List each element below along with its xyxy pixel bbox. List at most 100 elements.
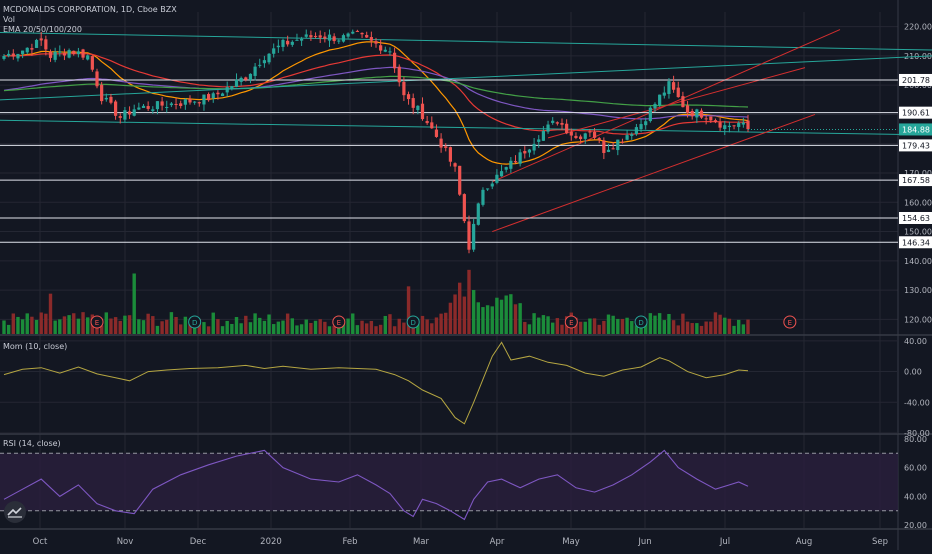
candle-body [639,124,643,130]
event-marker-label: D [192,319,197,327]
candle-body [732,125,736,127]
candle-body [369,37,373,41]
candle-body [90,56,94,70]
level-badge [899,139,932,152]
candle-body [48,51,53,58]
candle-body [620,141,625,143]
candle-body [685,105,690,113]
volume-bar [644,321,648,334]
event-marker-label: D [638,319,643,327]
volume-bar [141,320,146,334]
candle-body [230,86,234,90]
volume-bar [323,321,327,334]
x-axis-tick-label: May [562,537,580,547]
ema-50-line [3,52,749,135]
volume-bar [318,319,322,334]
volume-bar [276,321,281,334]
candle-body [34,39,39,48]
candle-body [513,161,518,163]
volume-bar [20,319,25,334]
dividend-marker-icon [634,315,648,329]
volume-bar [202,322,206,334]
volume-bar [225,320,229,334]
candle-body [676,87,680,98]
x-axis-tick-label: Jul [719,537,730,547]
candle-body [504,167,508,170]
volume-bar [485,305,490,334]
volume-bar [290,318,294,334]
volume-bar [676,325,680,334]
volume-bar [434,317,439,334]
candle-body [597,138,601,141]
volume-bar [299,324,304,334]
trend-line [0,31,932,51]
candle-body [481,189,485,205]
candle-body [155,101,160,110]
candle-body [560,123,564,125]
volume-bar [248,322,253,334]
rsi-band [0,453,898,511]
volume-bar [746,319,750,334]
volume-bar [718,314,722,334]
candle-body [611,148,615,150]
candle-body [72,50,76,54]
rsi-line [3,449,749,521]
candle-body [207,94,211,101]
candle-body [630,134,634,136]
x-axis-tick-label: Nov [117,537,134,547]
y-axis-tick-label: 220.00 [904,23,932,32]
y-axis-tick-label: 130.00 [904,286,932,295]
volume-bar [341,319,346,334]
volume-bar [537,317,541,334]
candle-body [300,38,304,41]
candle-body [202,94,206,105]
x-axis-tick-label: Jun [637,537,651,547]
volume-bar [86,317,90,334]
candle-body [695,109,699,118]
volume-bar [518,303,522,334]
candle-body [262,60,266,64]
rsi-y-tick-label: 80.00 [904,435,927,444]
volume-bar [183,316,188,334]
y-axis-tick-label: 120.00 [904,315,932,324]
candle-body [137,107,141,110]
candle-body [648,107,652,122]
candle-body [267,53,271,63]
candle-body [430,122,434,129]
volume-bar [467,269,471,334]
candle-body [467,221,471,250]
volume-bar [504,295,508,334]
candle-body [44,39,48,50]
volume-bar [453,294,457,334]
volume-bar [681,313,685,334]
candle-body [699,110,704,118]
candle-body [2,55,6,59]
volume-bar [104,312,108,334]
candle-body [397,66,401,83]
volume-bar [179,324,183,334]
volume-bar [685,321,690,334]
chart-legend: MCDONALDS CORPORATION, 1D, Cboe BZX Vol … [3,5,177,35]
candle-body [355,30,359,32]
candle-body [667,81,671,94]
volume-bar [620,318,625,334]
volume-bar [281,320,285,334]
volume-bar [309,322,313,334]
volume-bar [606,314,611,334]
event-marker-label: E [788,319,792,327]
candle-body [718,122,722,128]
momentum-y-tick-label: 40.00 [904,337,927,346]
level-label: 146.34 [902,238,930,247]
candle-body [490,183,494,187]
candle-body [165,107,169,109]
tradingview-logo-icon[interactable] [4,501,26,523]
candle-body [672,82,676,90]
volume-bar [406,286,411,334]
volume-bar [30,316,34,334]
candle-body [114,101,118,116]
candle-body [258,64,262,66]
volume-bar [653,315,657,334]
candle-body [39,38,43,41]
